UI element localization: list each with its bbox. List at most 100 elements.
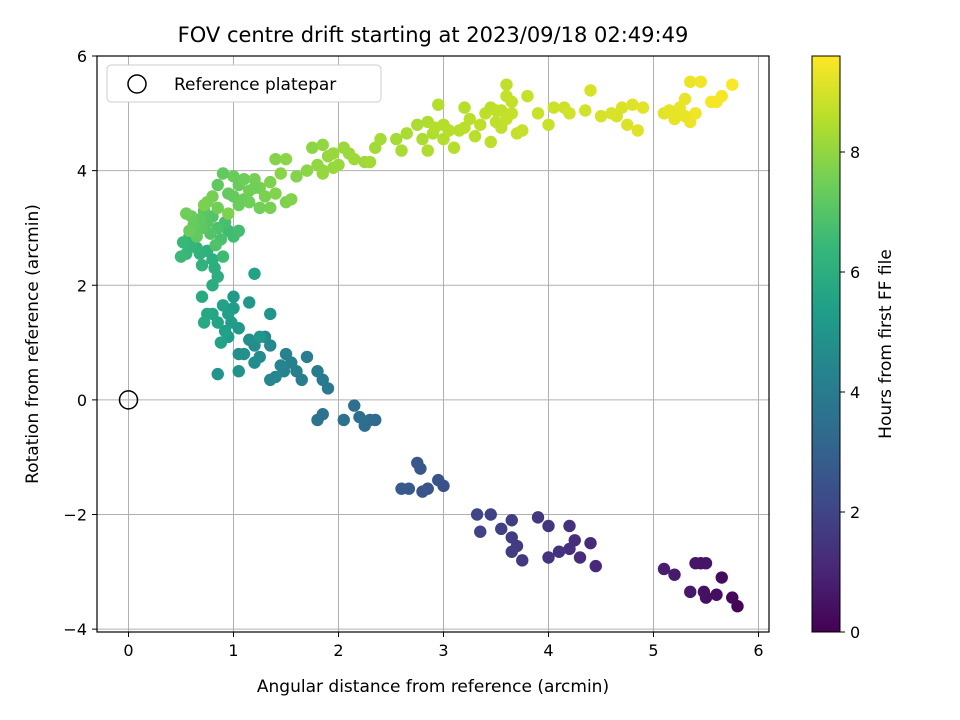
data-point <box>195 290 209 303</box>
x-tick-label: 2 <box>333 641 343 660</box>
data-point <box>505 531 518 544</box>
data-point <box>316 138 329 152</box>
data-point <box>474 118 487 131</box>
data-point <box>542 118 555 131</box>
data-point <box>710 95 723 109</box>
data-point <box>253 330 266 344</box>
data-point <box>531 511 545 524</box>
data-point <box>547 101 560 114</box>
data-point <box>237 173 251 186</box>
data-point <box>428 121 442 134</box>
data-point <box>222 187 235 200</box>
data-point <box>209 238 222 252</box>
data-point <box>697 585 711 599</box>
data-point <box>484 135 497 149</box>
data-point <box>274 359 287 372</box>
data-point <box>222 207 235 220</box>
x-axis-label: Angular distance from reference (arcmin) <box>257 677 609 697</box>
data-point <box>516 554 529 567</box>
x-tick-label: 5 <box>648 641 658 660</box>
data-point <box>348 152 361 166</box>
legend-marker <box>127 74 147 94</box>
data-point <box>216 299 230 312</box>
data-point <box>390 132 403 146</box>
data-point <box>500 89 513 103</box>
data-point <box>248 181 261 195</box>
data-point <box>211 178 224 192</box>
data-point <box>589 559 602 573</box>
legend-box <box>106 64 382 103</box>
data-point <box>363 155 377 169</box>
data-point <box>689 557 702 570</box>
colorbar-ticks: 0 2 4 6 8 <box>840 143 860 642</box>
x-tick-label: 6 <box>753 641 763 660</box>
reference-marker <box>118 390 139 410</box>
data-point <box>183 224 196 238</box>
data-point <box>374 132 387 146</box>
data-point <box>726 78 739 91</box>
y-tick-label: 0 <box>77 391 87 410</box>
data-point <box>579 104 592 117</box>
data-point <box>584 536 597 550</box>
data-point <box>584 84 597 97</box>
data-point <box>269 187 282 200</box>
legend: Reference platepar <box>106 64 382 103</box>
colorbar-label: Hours from first FF file <box>876 249 896 439</box>
data-point <box>432 473 445 487</box>
x-axis-ticks: 0 1 2 3 4 5 6 <box>123 632 764 660</box>
data-point <box>348 399 361 412</box>
legend-label: Reference platepar <box>174 75 336 95</box>
data-point <box>684 75 697 88</box>
data-point <box>432 98 445 111</box>
data-point <box>678 109 692 123</box>
data-point <box>211 367 224 381</box>
data-point <box>306 141 319 154</box>
data-point <box>327 147 340 160</box>
data-point <box>258 190 272 203</box>
y-tick-label: −2 <box>63 506 87 525</box>
data-point <box>542 519 555 533</box>
data-point <box>542 551 555 564</box>
data-point <box>300 164 314 177</box>
y-tick-label: −4 <box>63 620 87 639</box>
data-point <box>180 207 193 220</box>
data-point <box>505 514 518 527</box>
data-point <box>470 508 484 521</box>
data-point <box>211 201 224 215</box>
data-point <box>243 195 256 209</box>
data-point <box>395 482 408 495</box>
data-point <box>495 522 508 536</box>
colorbar-gradient <box>811 55 841 633</box>
data-point <box>311 413 324 427</box>
data-point <box>248 356 261 369</box>
data-point <box>316 167 329 180</box>
data-point <box>668 568 681 581</box>
data-point <box>657 562 671 576</box>
data-point <box>400 127 413 140</box>
data-point <box>699 557 713 570</box>
data-point <box>684 585 697 599</box>
data-point <box>594 109 608 123</box>
data-point <box>668 107 681 120</box>
data-point <box>621 118 634 131</box>
data-point <box>248 267 261 280</box>
data-point <box>689 107 702 120</box>
x-tick-label: 1 <box>228 641 238 660</box>
data-point <box>573 551 587 564</box>
data-point <box>715 571 728 584</box>
data-point <box>216 167 230 180</box>
data-point <box>269 152 282 166</box>
data-point <box>552 545 566 558</box>
data-point <box>636 101 650 114</box>
data-point <box>232 224 245 238</box>
data-point <box>214 336 228 349</box>
data-point <box>218 324 232 338</box>
data-point <box>710 588 723 601</box>
x-tick-label: 4 <box>543 641 553 660</box>
data-point <box>726 591 739 604</box>
data-point <box>416 485 429 498</box>
data-point <box>442 124 455 137</box>
data-point <box>232 198 245 212</box>
data-point <box>232 365 245 378</box>
